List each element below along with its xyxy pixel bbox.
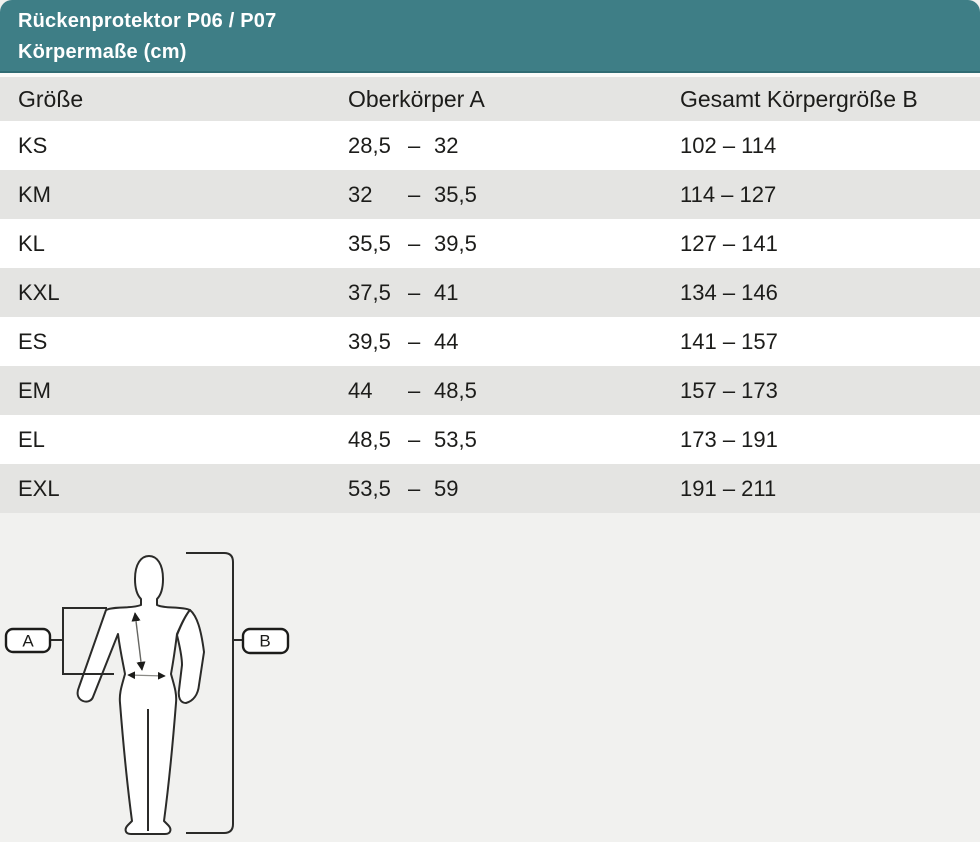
bent-arm-outline (176, 609, 205, 704)
human-body-outline (76, 555, 191, 835)
size-label: ES (18, 328, 48, 354)
oberkoerper-range: 39,5–44 (330, 329, 662, 355)
label-a-box (4, 627, 52, 654)
label-b-box (241, 627, 290, 655)
range-max: 44 (434, 328, 459, 354)
table-header-row: Größe Oberkörper A Gesamt Körpergröße B (0, 77, 980, 121)
oberkoerper-range: 48,5–53,5 (330, 427, 662, 453)
waist-width-arrow (127, 671, 166, 680)
range-min: 44 (348, 377, 373, 403)
column-header-groesse: Größe (18, 85, 84, 112)
size-label: KM (18, 181, 51, 207)
koerpergroesse-range: 127 – 141 (680, 230, 778, 256)
koerpergroesse-range: 134 – 146 (680, 279, 778, 305)
oberkoerper-range: 37,5–41 (330, 280, 662, 306)
size-chart-card: Rückenprotektor P06 / P07 Körpermaße (cm… (0, 0, 980, 513)
koerpergroesse-range: 157 – 173 (680, 377, 778, 403)
table-row: KM 32 –35,5 114 – 127 (0, 170, 980, 219)
range-min: 35,5 (348, 230, 391, 256)
range-max: 35,5 (434, 181, 477, 207)
koerpergroesse-range: 191 – 211 (680, 475, 777, 501)
range-separator: – (408, 132, 421, 158)
oberkoerper-range: 35,5–39,5 (330, 231, 662, 257)
table-subtitle: Körpermaße (cm) (18, 41, 187, 63)
range-max: 48,5 (434, 377, 477, 403)
koerpergroesse-range: 141 – 157 (680, 328, 778, 354)
table-row: EXL 53,5–59 191 – 211 (0, 464, 980, 513)
range-max: 41 (434, 279, 459, 305)
range-min: 28,5 (348, 132, 391, 158)
size-label: EM (18, 377, 51, 403)
table-row: KXL 37,5–41 134 – 146 (0, 268, 980, 317)
range-separator: – (408, 426, 421, 452)
header-divider (0, 73, 980, 77)
column-header-gesamt: Gesamt Körpergröße B (680, 85, 918, 112)
size-label: KXL (18, 279, 60, 305)
oberkoerper-range: 44 –48,5 (330, 378, 662, 404)
range-separator: – (408, 279, 421, 305)
koerpergroesse-range: 102 – 114 (680, 132, 777, 158)
range-min: 53,5 (348, 475, 391, 501)
koerpergroesse-range: 173 – 191 (680, 426, 778, 452)
size-label: EL (18, 426, 45, 452)
range-max: 32 (434, 132, 459, 158)
measurement-figure-area: A B (0, 513, 980, 842)
back-length-arrow (131, 612, 146, 671)
table-row: EM 44 –48,5 157 – 173 (0, 366, 980, 415)
column-header-oberkoerper: Oberkörper A (348, 85, 485, 112)
range-separator: – (408, 475, 421, 501)
range-max: 59 (434, 475, 459, 501)
range-min: 37,5 (348, 279, 391, 305)
range-max: 39,5 (434, 230, 477, 256)
range-separator: – (408, 377, 421, 403)
range-separator: – (408, 181, 421, 207)
range-max: 53,5 (434, 426, 477, 452)
oberkoerper-range: 28,5–32 (330, 133, 662, 159)
range-min: 32 (348, 181, 373, 207)
card-header: Rückenprotektor P06 / P07 Körpermaße (cm… (0, 0, 980, 73)
table-body: KS 28,5–32 102 – 114 KM 32–35,5 114 – 12… (0, 121, 980, 513)
label-b: B (259, 632, 270, 651)
table-row: KS 28,5–32 102 – 114 (0, 121, 980, 170)
table-row: KL 35,5–39,5 127 – 141 (0, 219, 980, 268)
body-measurement-diagram: A B (4, 552, 290, 835)
product-title: Rückenprotektor P06 / P07 (18, 10, 277, 32)
oberkoerper-range: 32 –35,5 (330, 182, 662, 208)
size-label: EXL (18, 475, 60, 501)
range-min: 39,5 (348, 328, 391, 354)
koerpergroesse-range: 114 – 127 (680, 181, 777, 207)
table-row: EL 48,5–53,5 173 – 191 (0, 415, 980, 464)
oberkoerper-range: 53,5–59 (330, 476, 662, 502)
bracket-b (186, 552, 234, 834)
range-separator: – (408, 230, 421, 256)
range-min: 48,5 (348, 426, 391, 452)
size-label: KS (18, 132, 48, 158)
range-separator: – (408, 328, 421, 354)
size-label: KL (18, 230, 45, 256)
label-a: A (22, 632, 34, 651)
table-row: ES 39,5–44 141 – 157 (0, 317, 980, 366)
